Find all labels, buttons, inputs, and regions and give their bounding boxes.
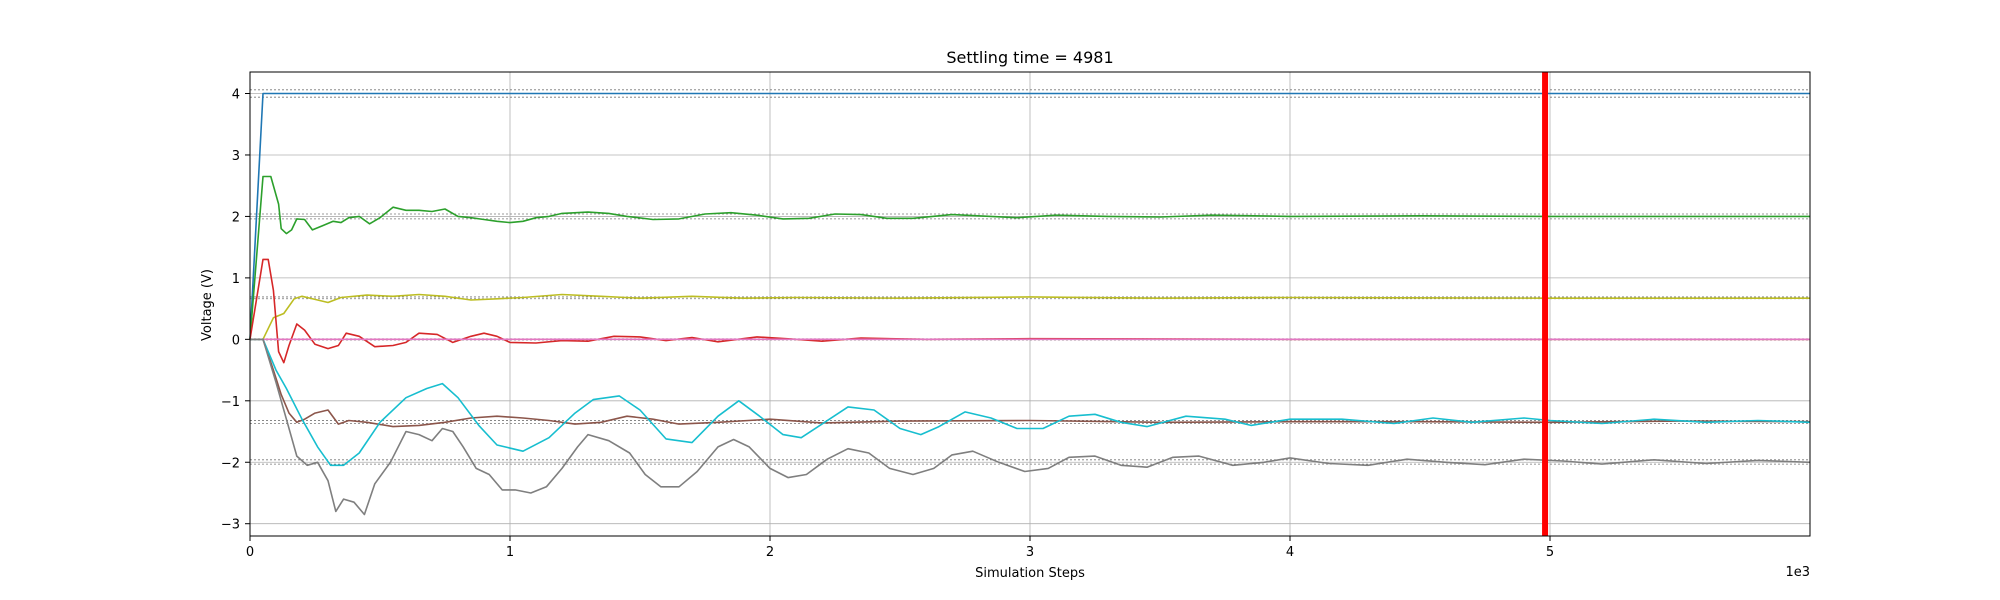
y-tick-label: −1 — [221, 395, 240, 410]
y-axis-label: Voltage (V) — [200, 269, 215, 341]
y-tick-label: 1 — [232, 272, 240, 287]
y-tick-label: 4 — [232, 88, 240, 103]
x-tick-label: 2 — [766, 545, 774, 560]
y-ticks: −3 −2 −1 0 1 2 3 4 — [221, 88, 250, 533]
series-lines — [249, 92, 1811, 516]
x-offset-label: 1e3 — [1785, 565, 1810, 580]
x-ticks: 0 1 2 3 4 5 — [246, 536, 1554, 560]
chart-title: Settling time = 4981 — [946, 48, 1113, 67]
y-tick-label: 0 — [232, 333, 240, 348]
series-line — [249, 92, 1810, 340]
series-line — [250, 293, 1810, 341]
y-tick-label: −2 — [221, 456, 240, 471]
grid-lines — [249, 72, 1810, 536]
series-line — [250, 338, 1811, 467]
series-line — [249, 175, 1810, 340]
x-axis-label: Simulation Steps — [975, 566, 1085, 581]
y-tick-label: 3 — [232, 149, 240, 164]
x-tick-label: 4 — [1286, 545, 1294, 560]
x-tick-label: 3 — [1026, 545, 1034, 560]
x-tick-label: 0 — [246, 545, 254, 560]
series-line — [250, 338, 1811, 516]
y-tick-label: −3 — [221, 518, 240, 533]
x-tick-label: 5 — [1546, 545, 1554, 560]
y-tick-label: 2 — [232, 210, 240, 225]
x-tick-label: 1 — [506, 545, 514, 560]
